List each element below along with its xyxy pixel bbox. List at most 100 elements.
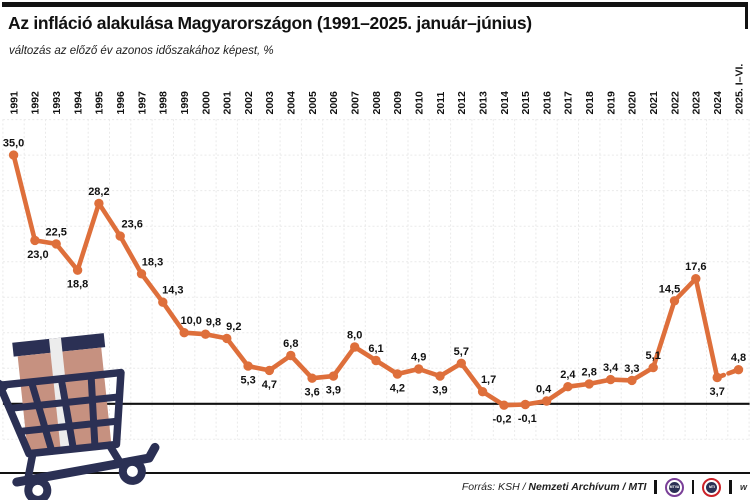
data-point xyxy=(307,373,317,383)
data-point xyxy=(8,150,19,160)
value-label: 22,5 xyxy=(45,226,66,238)
x-tick-label: 2012 xyxy=(456,91,468,115)
source-credit: Forrás: KSH / Nemzeti Archívum / MTI xyxy=(462,481,647,493)
value-label: 4,2 xyxy=(390,383,405,395)
x-tick-label: 2005 xyxy=(307,91,319,115)
data-point xyxy=(158,297,168,307)
source-label: Forrás: KSH / xyxy=(461,481,526,493)
cart-base xyxy=(12,442,160,487)
mti-logo-text: MTI xyxy=(706,481,718,493)
footer-url-truncated: w xyxy=(739,482,747,492)
value-label: 4,9 xyxy=(411,352,426,364)
mtva-logo: MTVA xyxy=(664,477,684,497)
x-tick-label: 2014 xyxy=(499,91,511,115)
data-point xyxy=(414,364,424,374)
data-point xyxy=(477,387,488,397)
value-label: 4,7 xyxy=(262,379,277,391)
cart-wheel-right xyxy=(118,457,146,485)
data-point xyxy=(94,198,104,209)
x-tick-label: 2010 xyxy=(414,91,426,115)
value-label: 9,2 xyxy=(226,321,241,333)
value-label: -0,1 xyxy=(518,413,537,425)
value-label: 14,5 xyxy=(659,283,680,295)
value-label: 3,9 xyxy=(432,385,447,397)
page-title: Az infláció alakulása Magyarországon (19… xyxy=(8,13,532,33)
footer-separator xyxy=(654,480,657,494)
data-point xyxy=(499,400,509,410)
x-tick-label: 2000 xyxy=(200,91,212,115)
data-point xyxy=(30,235,40,246)
value-label: 17,6 xyxy=(685,261,706,273)
value-label: 6,1 xyxy=(368,343,383,355)
value-label: 5,7 xyxy=(454,346,469,358)
inflation-line xyxy=(11,152,720,408)
data-point xyxy=(243,361,253,371)
value-label: 2,8 xyxy=(582,366,597,378)
x-tick-label: 2013 xyxy=(477,91,489,115)
data-point xyxy=(371,355,381,366)
x-tick-label: 2007 xyxy=(350,91,362,115)
data-point xyxy=(392,369,403,379)
value-label: 18,8 xyxy=(67,279,88,291)
value-label: 8,0 xyxy=(347,330,362,342)
data-point xyxy=(115,231,125,241)
x-tick-label: 1996 xyxy=(115,91,127,115)
x-tick-label: 1993 xyxy=(51,91,63,115)
x-tick-label: 2004 xyxy=(286,91,298,115)
data-point xyxy=(669,296,680,306)
x-tick-label: 2006 xyxy=(328,91,340,115)
value-label: 18,3 xyxy=(142,256,163,268)
value-label: 0,4 xyxy=(536,384,552,396)
data-point xyxy=(136,269,147,279)
x-tick-label: 2018 xyxy=(584,91,596,115)
data-point xyxy=(520,399,530,410)
value-label: 6,8 xyxy=(283,338,298,350)
top-right-edge-tick xyxy=(745,2,748,29)
x-tick-label: 2022 xyxy=(669,91,681,115)
data-point xyxy=(179,328,189,338)
data-point xyxy=(584,379,594,389)
x-tick-label: 1998 xyxy=(158,91,170,115)
data-point xyxy=(286,350,296,361)
x-tick-label: 2024 xyxy=(712,91,724,115)
value-label: -0,2 xyxy=(493,414,512,426)
data-point xyxy=(328,371,339,381)
value-label: 3,4 xyxy=(603,362,619,374)
data-point xyxy=(200,329,211,339)
data-point xyxy=(435,371,445,381)
x-tick-label: 1991 xyxy=(8,91,20,115)
x-tick-label: 1997 xyxy=(136,91,148,115)
data-point xyxy=(350,342,360,352)
x-tick-label: 2025. I–VI. xyxy=(733,64,745,115)
value-label: 3,3 xyxy=(624,363,639,375)
data-point xyxy=(264,365,275,376)
x-tick-label: 2017 xyxy=(563,91,575,115)
value-label: 9,8 xyxy=(206,317,221,329)
data-point xyxy=(627,375,637,386)
value-label: 5,3 xyxy=(240,375,255,387)
x-tick-label: 2021 xyxy=(648,91,660,115)
data-point xyxy=(541,396,552,406)
value-label: 28,2 xyxy=(88,186,109,198)
value-label: 14,3 xyxy=(162,285,183,297)
source-bold: Nemzeti Archívum / MTI xyxy=(528,481,647,493)
footer-separator xyxy=(729,480,732,494)
value-label: 2,4 xyxy=(560,369,576,381)
shopping-cart-illustration xyxy=(0,333,160,500)
x-tick-label: 2002 xyxy=(243,91,255,115)
value-label: 35,0 xyxy=(3,138,24,150)
top-border xyxy=(2,2,748,7)
x-tick-label: 1999 xyxy=(179,91,191,115)
data-point xyxy=(563,382,573,392)
x-tick-label: 2019 xyxy=(605,91,617,115)
value-label: 4,8 xyxy=(731,352,746,364)
x-tick-label: 1995 xyxy=(94,91,106,115)
x-tick-label: 2003 xyxy=(264,91,276,115)
value-label: 23,6 xyxy=(121,219,142,231)
mtva-logo-text: MTVA xyxy=(668,481,680,493)
data-point xyxy=(222,333,232,344)
footer-separator xyxy=(691,480,695,494)
footer: Forrás: KSH / Nemzeti Archívum / MTI MTV… xyxy=(0,474,750,500)
x-tick-label: 2001 xyxy=(222,91,234,115)
